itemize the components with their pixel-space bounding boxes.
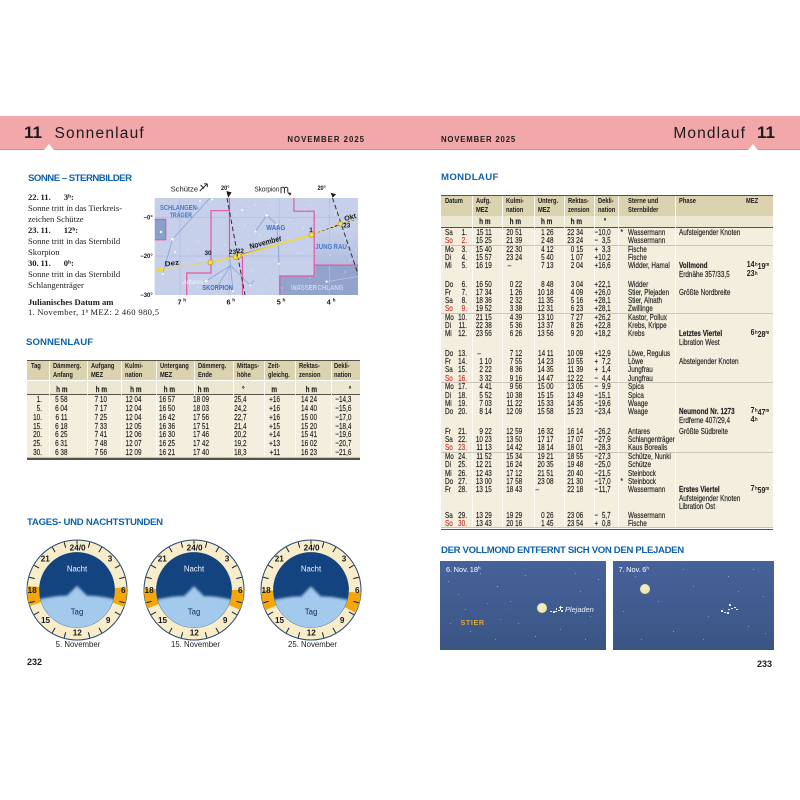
svg-text:Nacht: Nacht (67, 564, 88, 573)
svg-text:24/0: 24/0 (187, 543, 203, 552)
svg-text:15: 15 (41, 615, 51, 624)
svg-text:21: 21 (275, 554, 285, 563)
svg-text:9: 9 (340, 615, 345, 624)
svg-text:9: 9 (223, 615, 228, 624)
svg-text:18: 18 (28, 586, 38, 595)
svg-text:24/0: 24/0 (70, 543, 86, 552)
svg-text:TRÄGER: TRÄGER (170, 212, 192, 220)
svg-text:24/0: 24/0 (304, 543, 320, 552)
svg-text:20°: 20° (221, 184, 230, 192)
svg-text:−30°: −30° (140, 293, 153, 299)
svg-text:12: 12 (307, 628, 317, 637)
svg-text:SCHLANGEN-: SCHLANGEN- (160, 205, 199, 212)
svg-text:Dez: Dez (164, 259, 180, 268)
svg-text:6: 6 (227, 298, 231, 307)
svg-text:3: 3 (225, 554, 230, 563)
svg-text:SKORPION: SKORPION (202, 283, 233, 292)
svg-text:h: h (183, 298, 186, 304)
svg-text:−20°: −20° (140, 254, 153, 260)
svg-text:Antares: Antares (183, 279, 204, 286)
svg-text:15: 15 (158, 615, 168, 624)
svg-text:Nacht: Nacht (184, 564, 205, 573)
svg-text:1: 1 (309, 227, 313, 234)
svg-text:21: 21 (158, 554, 168, 563)
svg-text:18: 18 (145, 586, 155, 595)
svg-text:5: 5 (277, 298, 281, 307)
svg-text:Nacht: Nacht (301, 564, 322, 573)
svg-text:h: h (283, 298, 286, 304)
svg-text:15: 15 (275, 615, 285, 624)
svg-text:WASSER CHLANG: WASSER CHLANG (291, 285, 344, 292)
svg-text:3: 3 (108, 554, 113, 563)
svg-text:6: 6 (121, 586, 126, 595)
svg-text:12: 12 (73, 628, 83, 637)
svg-text:−0°: −0° (144, 215, 154, 221)
svg-text:7: 7 (178, 298, 182, 307)
svg-text:18: 18 (262, 586, 272, 595)
svg-text:Schütze: Schütze (171, 184, 199, 193)
svg-text:h: h (232, 298, 235, 304)
svg-text:Tag: Tag (305, 607, 318, 616)
svg-text:12: 12 (190, 628, 200, 637)
svg-text:h: h (333, 298, 336, 304)
svg-text:Skorpion: Skorpion (255, 184, 280, 193)
svg-text:23: 23 (229, 249, 237, 256)
svg-text:9: 9 (106, 615, 111, 624)
svg-text:6: 6 (238, 586, 243, 595)
svg-text:21: 21 (41, 554, 51, 563)
svg-text:30: 30 (204, 250, 212, 257)
svg-text:23: 23 (343, 223, 351, 230)
svg-text:6: 6 (355, 586, 360, 595)
svg-text:Tag: Tag (188, 607, 201, 616)
svg-text:22: 22 (237, 248, 245, 255)
svg-text:Okt: Okt (344, 213, 358, 223)
svg-text:4: 4 (327, 298, 331, 307)
svg-text:20°: 20° (317, 184, 326, 192)
svg-text:Tag: Tag (71, 607, 84, 616)
svg-text:3: 3 (342, 554, 347, 563)
svg-text:JUNG RAU: JUNG RAU (315, 244, 347, 251)
svg-text:WAAG: WAAG (266, 225, 285, 232)
